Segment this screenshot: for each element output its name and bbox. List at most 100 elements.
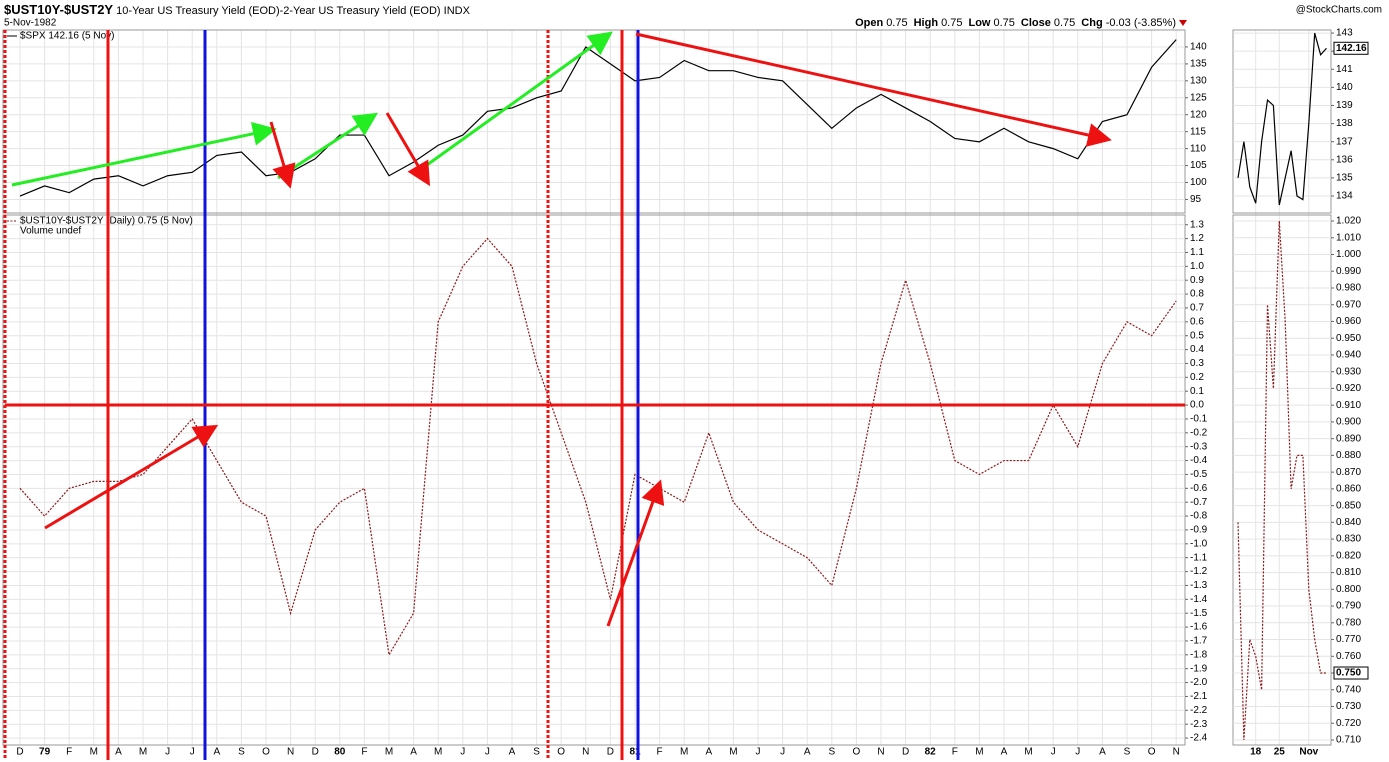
panel-note: Volume undef bbox=[20, 226, 81, 237]
y-tick-label: -0.4 bbox=[1190, 455, 1208, 466]
x-tick-label: N bbox=[287, 747, 294, 758]
ohlc-value: -0.03 (-3.85%) bbox=[1106, 17, 1176, 29]
symbol: $UST10Y-$UST2Y bbox=[4, 2, 113, 17]
series-line bbox=[19, 39, 1177, 197]
y-tick-label: 0.800 bbox=[1336, 584, 1361, 595]
value-label-box bbox=[1333, 41, 1369, 55]
y-tick-label: -0.2 bbox=[1190, 427, 1208, 438]
series-line bbox=[19, 237, 1177, 657]
x-tick-label: A bbox=[115, 747, 122, 758]
x-tick-label: J bbox=[165, 747, 170, 758]
y-tick-label: 110 bbox=[1190, 143, 1206, 154]
y-tick-label: -1.1 bbox=[1190, 552, 1208, 563]
y-tick-label: 137 bbox=[1336, 136, 1353, 147]
ohlc-label: Low bbox=[968, 17, 990, 29]
y-tick-label: 130 bbox=[1190, 75, 1207, 86]
y-tick-label: 1.020 bbox=[1336, 216, 1361, 227]
y-tick-label: 0.900 bbox=[1336, 417, 1361, 428]
y-tick-label: 0.5 bbox=[1190, 330, 1204, 341]
y-tick-label: -0.7 bbox=[1190, 497, 1208, 508]
x-tick-label: M bbox=[434, 747, 442, 758]
y-tick-label: -1.8 bbox=[1190, 649, 1208, 660]
ohlc-value: 0.75 bbox=[886, 17, 907, 29]
y-tick-label: 0.730 bbox=[1336, 701, 1361, 712]
exchange: INDX bbox=[444, 5, 471, 17]
y-tick-label: 0.870 bbox=[1336, 467, 1361, 478]
x-tick-label: S bbox=[828, 747, 835, 758]
y-tick-label: 1.000 bbox=[1336, 249, 1361, 260]
value-label: 142.16 bbox=[1336, 43, 1367, 54]
y-tick-label: 0.710 bbox=[1336, 735, 1361, 746]
y-tick-label: 120 bbox=[1190, 109, 1207, 120]
y-tick-label: 1.1 bbox=[1190, 247, 1204, 258]
x-tick-label: A bbox=[213, 747, 220, 758]
y-tick-label: 100 bbox=[1190, 177, 1207, 188]
x-tick-label: 82 bbox=[925, 747, 937, 758]
x-tick-label: J bbox=[780, 747, 785, 758]
x-tick-label: F bbox=[66, 747, 72, 758]
x-tick-label: A bbox=[705, 747, 712, 758]
value-label: 0.750 bbox=[1336, 668, 1361, 679]
x-tick-label: S bbox=[1124, 747, 1131, 758]
y-tick-label: 0.740 bbox=[1336, 684, 1361, 695]
x-tick-label: A bbox=[1001, 747, 1008, 758]
panel-frame bbox=[1232, 214, 1332, 746]
x-tick-label: F bbox=[952, 747, 958, 758]
y-tick-label: 0.990 bbox=[1336, 266, 1361, 277]
y-tick-label: 0.8 bbox=[1190, 289, 1204, 300]
x-tick-label: 81 bbox=[629, 747, 641, 758]
y-tick-label: 1.0 bbox=[1190, 261, 1204, 272]
down-arrow-icon bbox=[1179, 20, 1187, 26]
y-tick-label: 1.2 bbox=[1190, 233, 1204, 244]
y-tick-label: 140 bbox=[1336, 82, 1353, 93]
y-tick-label: 0.9 bbox=[1190, 275, 1204, 286]
x-tick-label: S bbox=[533, 747, 540, 758]
series-line bbox=[1237, 32, 1327, 206]
panel-frame bbox=[2, 29, 1186, 214]
y-tick-label: -0.9 bbox=[1190, 525, 1208, 536]
y-tick-label: 0.720 bbox=[1336, 718, 1361, 729]
y-tick-label: 0.890 bbox=[1336, 433, 1361, 444]
y-tick-label: 1.3 bbox=[1190, 219, 1204, 230]
x-tick-label: J bbox=[1075, 747, 1080, 758]
x-tick-label: J bbox=[485, 747, 490, 758]
y-tick-label: 0.780 bbox=[1336, 617, 1361, 628]
y-tick-label: 134 bbox=[1336, 191, 1353, 202]
x-tick-label: M bbox=[680, 747, 688, 758]
x-tick-label: N bbox=[877, 747, 884, 758]
y-tick-label: 0.840 bbox=[1336, 517, 1361, 528]
y-tick-label: -1.6 bbox=[1190, 622, 1208, 633]
y-tick-label: -0.6 bbox=[1190, 483, 1208, 494]
x-tick-label: F bbox=[657, 747, 663, 758]
arrow bbox=[385, 112, 431, 187]
y-tick-label: -0.8 bbox=[1190, 511, 1208, 522]
y-tick-label: 0.790 bbox=[1336, 601, 1361, 612]
y-tick-label: -0.1 bbox=[1190, 414, 1208, 425]
arrow bbox=[606, 479, 665, 627]
y-tick-label: -1.5 bbox=[1190, 608, 1208, 619]
arrow bbox=[44, 424, 219, 530]
x-tick-label: O bbox=[1148, 747, 1156, 758]
y-tick-label: -1.0 bbox=[1190, 538, 1208, 549]
x-tick-label: M bbox=[729, 747, 737, 758]
x-tick-label: S bbox=[238, 747, 245, 758]
ohlc-value: 0.75 bbox=[941, 17, 962, 29]
y-tick-label: 140 bbox=[1190, 42, 1207, 53]
y-tick-label: 141 bbox=[1336, 64, 1353, 75]
ohlc-value: 0.75 bbox=[993, 17, 1014, 29]
x-tick-label: 25 bbox=[1274, 747, 1286, 758]
y-tick-label: 95 bbox=[1190, 194, 1202, 205]
x-tick-label: O bbox=[853, 747, 861, 758]
x-tick-label: J bbox=[756, 747, 761, 758]
x-tick-label: A bbox=[1099, 747, 1106, 758]
y-tick-label: 135 bbox=[1336, 173, 1353, 184]
legend-label: $SPX 142.16 (5 Nov) bbox=[20, 31, 115, 42]
y-tick-label: 0.6 bbox=[1190, 316, 1204, 327]
y-tick-label: 0.810 bbox=[1336, 567, 1361, 578]
y-tick-label: 0.960 bbox=[1336, 316, 1361, 327]
source: @StockCharts.com bbox=[1296, 5, 1382, 16]
y-tick-label: 0.770 bbox=[1336, 634, 1361, 645]
y-tick-label: 0.830 bbox=[1336, 534, 1361, 545]
y-tick-label: 0.0 bbox=[1190, 400, 1204, 411]
description: 10-Year US Treasury Yield (EOD)-2-Year U… bbox=[116, 5, 440, 17]
